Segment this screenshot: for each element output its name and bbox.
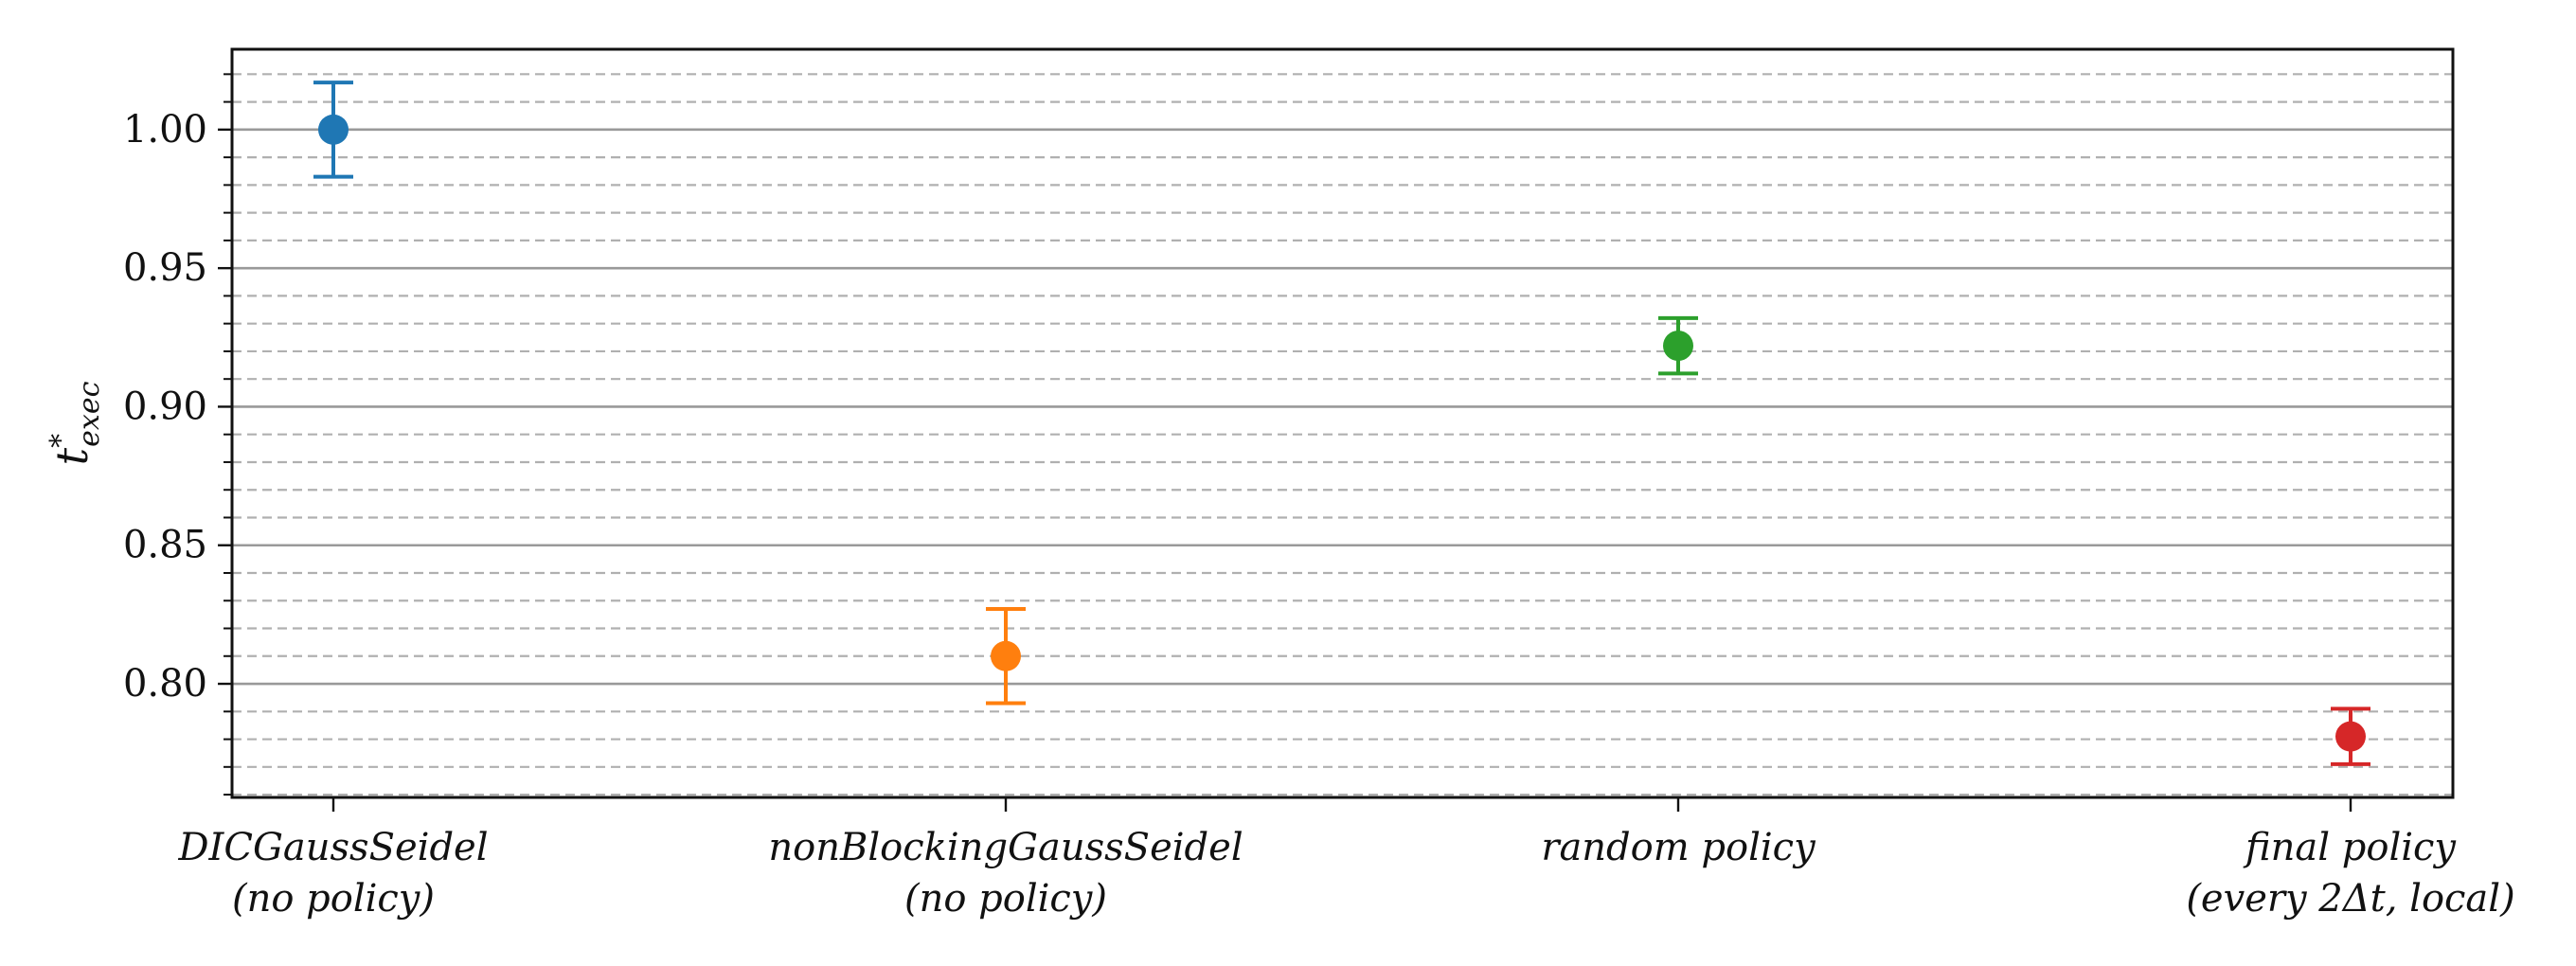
y-tick-label: 0.80	[123, 662, 207, 706]
y-axis-label-base: t	[46, 447, 98, 465]
x-tick-label: (no policy)	[232, 877, 435, 921]
x-tick-label: final policy	[2243, 826, 2457, 869]
y-tick-label: 0.95	[123, 246, 207, 290]
plot-frame	[230, 47, 2455, 799]
data-point	[318, 114, 349, 145]
data-point	[2335, 721, 2366, 752]
x-tick-label: nonBlockingGaussSeidel	[768, 826, 1243, 869]
data-point	[1663, 331, 1693, 362]
y-axis-label-sup: *	[45, 434, 78, 448]
data-point	[991, 640, 1021, 671]
grid-layer	[232, 73, 2453, 796]
y-tick-label: 0.90	[123, 385, 207, 428]
y-tick-label: 0.85	[123, 524, 207, 567]
x-tick-label: DICGaussSeidel	[177, 826, 488, 869]
marks-layer	[313, 80, 2370, 766]
y-axis-label-sub: exec	[73, 381, 106, 446]
x-tick-label: (every 2Δt, local)	[2186, 877, 2514, 921]
axis-layer: 0.80 0.85 0.90 0.95 1.00 DICGaussSeidel (no po…	[123, 73, 2515, 921]
x-tick-label: random policy	[1541, 826, 1816, 869]
y-tick-label: 1.00	[123, 108, 207, 152]
y-axis-label: t*exec	[45, 381, 106, 465]
x-tick-label: (no policy)	[904, 877, 1107, 921]
